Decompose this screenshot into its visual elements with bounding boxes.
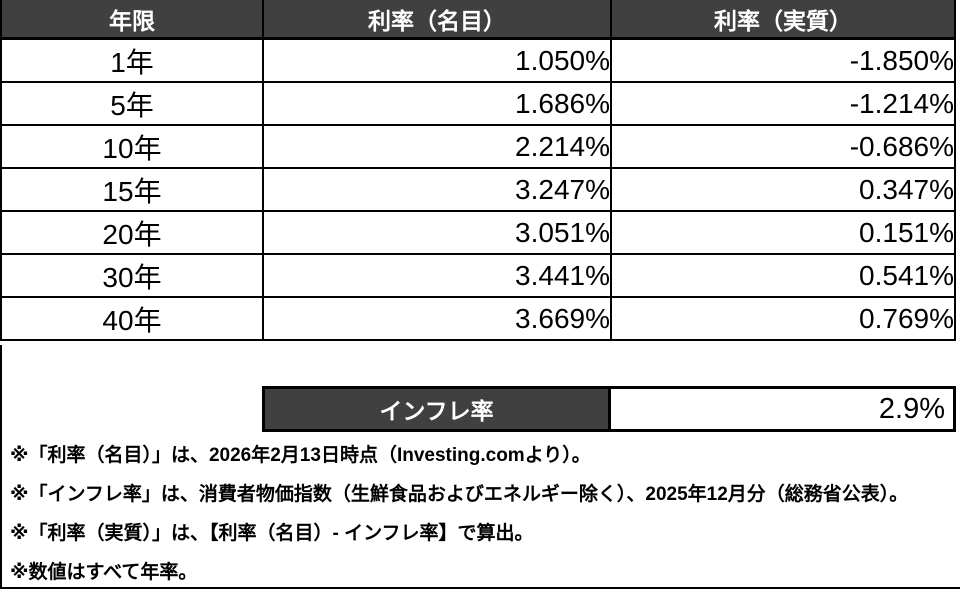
real-rate-cell: 0.769% <box>610 296 956 341</box>
maturity-cell: 15年 <box>0 167 264 212</box>
real-rate-cell: 0.347% <box>610 167 956 212</box>
table-row: 1年 1.050% -1.850% <box>0 37 956 83</box>
rates-table: 年限 利率（名目） 利率（実質） 1年 1.050% -1.850% 5年 1.… <box>0 0 956 341</box>
maturity-cell: 30年 <box>0 253 264 298</box>
table-row: 30年 3.441% 0.541% <box>0 253 956 298</box>
table-row: 5年 1.686% -1.214% <box>0 81 956 126</box>
nominal-rate-cell: 2.214% <box>262 124 612 169</box>
table-row: 20年 3.051% 0.151% <box>0 210 956 255</box>
real-rate-cell: 0.541% <box>610 253 956 298</box>
inflation-row: インフレ率 2.9% <box>262 386 956 432</box>
footnote-annualized: ※数値はすべて年率。 <box>10 562 198 583</box>
footnote-inflation-source: ※「インフレ率」は、消費者物価指数（生鮮食品およびエネルギー除く）、2025年1… <box>10 484 909 505</box>
sheet-left-border <box>0 345 2 589</box>
header-real-rate: 利率（実質） <box>610 0 956 40</box>
maturity-cell: 40年 <box>0 296 264 341</box>
nominal-rate-cell: 3.051% <box>262 210 612 255</box>
footnote-real-calc: ※「利率（実質）」は、【利率（名目）- インフレ率】で算出。 <box>10 523 534 544</box>
nominal-rate-cell: 3.247% <box>262 167 612 212</box>
table-row: 10年 2.214% -0.686% <box>0 124 956 169</box>
real-rate-cell: -0.686% <box>610 124 956 169</box>
maturity-cell: 20年 <box>0 210 264 255</box>
header-nominal-rate: 利率（名目） <box>262 0 612 40</box>
maturity-cell: 1年 <box>0 37 264 83</box>
sheet-bottom-border <box>0 587 960 589</box>
footnote-nominal-source: ※「利率（名目）」は、2026年2月13日時点（Investing.comより）… <box>10 445 591 466</box>
header-maturity: 年限 <box>0 0 264 40</box>
nominal-rate-cell: 1.050% <box>262 37 612 83</box>
nominal-rate-cell: 3.441% <box>262 253 612 298</box>
table-row: 15年 3.247% 0.347% <box>0 167 956 212</box>
maturity-cell: 5年 <box>0 81 264 126</box>
table-header-row: 年限 利率（名目） 利率（実質） <box>0 0 956 40</box>
real-rate-cell: 0.151% <box>610 210 956 255</box>
nominal-rate-cell: 3.669% <box>262 296 612 341</box>
real-rate-cell: -1.850% <box>610 37 956 83</box>
footnotes: ※「利率（名目）」は、2026年2月13日時点（Investing.comより）… <box>10 443 954 599</box>
inflation-value: 2.9% <box>608 389 953 429</box>
nominal-rate-cell: 1.686% <box>262 81 612 126</box>
inflation-label: インフレ率 <box>265 389 608 429</box>
real-rate-cell: -1.214% <box>610 81 956 126</box>
table-row: 40年 3.669% 0.769% <box>0 296 956 341</box>
maturity-cell: 10年 <box>0 124 264 169</box>
